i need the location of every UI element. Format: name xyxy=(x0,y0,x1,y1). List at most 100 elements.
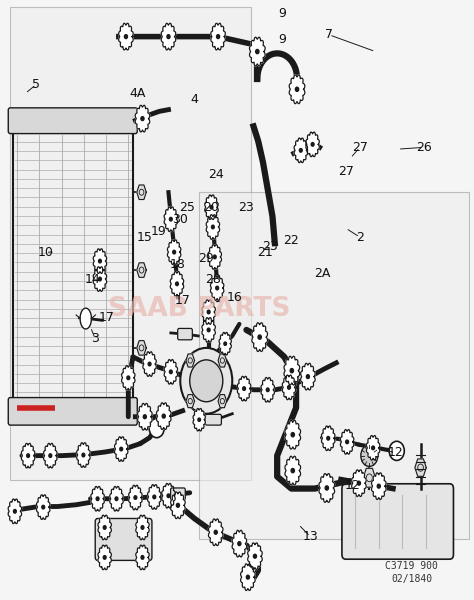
Polygon shape xyxy=(186,395,194,407)
Circle shape xyxy=(169,370,172,374)
Circle shape xyxy=(216,286,219,290)
Polygon shape xyxy=(205,195,218,220)
Circle shape xyxy=(346,440,348,443)
Circle shape xyxy=(148,362,151,366)
Circle shape xyxy=(173,250,175,254)
Polygon shape xyxy=(162,484,175,508)
Circle shape xyxy=(149,419,164,437)
Circle shape xyxy=(254,554,256,558)
Circle shape xyxy=(207,310,210,314)
Polygon shape xyxy=(218,354,227,367)
Circle shape xyxy=(42,505,45,509)
Polygon shape xyxy=(202,299,215,325)
Circle shape xyxy=(290,368,293,373)
Polygon shape xyxy=(36,495,50,520)
Polygon shape xyxy=(219,332,231,355)
Polygon shape xyxy=(77,443,90,467)
Text: 17: 17 xyxy=(175,293,191,307)
Polygon shape xyxy=(352,470,366,497)
Polygon shape xyxy=(211,23,225,50)
Polygon shape xyxy=(372,473,386,500)
Text: 23: 23 xyxy=(238,201,255,214)
Polygon shape xyxy=(209,519,223,545)
Circle shape xyxy=(175,282,178,286)
Polygon shape xyxy=(143,352,156,376)
Polygon shape xyxy=(44,443,57,468)
Text: 12: 12 xyxy=(387,446,403,459)
Circle shape xyxy=(255,49,259,53)
Polygon shape xyxy=(261,377,274,402)
Polygon shape xyxy=(283,375,296,400)
Circle shape xyxy=(224,342,227,346)
Text: 2A: 2A xyxy=(314,266,330,280)
Polygon shape xyxy=(156,403,171,430)
FancyBboxPatch shape xyxy=(205,415,221,425)
FancyBboxPatch shape xyxy=(8,108,137,134)
Text: 25: 25 xyxy=(180,201,195,214)
Polygon shape xyxy=(98,515,111,540)
Text: 26: 26 xyxy=(416,141,431,154)
Polygon shape xyxy=(218,395,227,407)
Polygon shape xyxy=(98,545,111,570)
Circle shape xyxy=(99,259,101,263)
Circle shape xyxy=(27,454,29,457)
Text: 14: 14 xyxy=(85,272,101,286)
Polygon shape xyxy=(294,138,308,163)
Circle shape xyxy=(169,217,172,221)
Circle shape xyxy=(258,335,261,339)
Circle shape xyxy=(103,526,106,529)
Polygon shape xyxy=(210,275,224,301)
Text: 22: 22 xyxy=(283,233,299,247)
Circle shape xyxy=(300,149,302,152)
Polygon shape xyxy=(80,308,91,329)
Circle shape xyxy=(295,87,299,91)
Circle shape xyxy=(246,575,249,579)
Polygon shape xyxy=(363,469,375,487)
FancyBboxPatch shape xyxy=(178,328,192,340)
Polygon shape xyxy=(170,272,184,296)
Polygon shape xyxy=(93,267,107,292)
Polygon shape xyxy=(202,317,215,342)
Text: SAAB PARTS: SAAB PARTS xyxy=(108,296,291,322)
Circle shape xyxy=(13,509,16,513)
Text: 16: 16 xyxy=(227,290,243,304)
Circle shape xyxy=(127,376,130,380)
Text: 17: 17 xyxy=(99,311,115,325)
Circle shape xyxy=(389,441,404,460)
Circle shape xyxy=(141,556,144,559)
Polygon shape xyxy=(366,436,380,460)
Circle shape xyxy=(198,418,201,421)
Polygon shape xyxy=(289,75,305,104)
Polygon shape xyxy=(115,437,128,461)
Circle shape xyxy=(217,35,219,38)
Polygon shape xyxy=(171,492,185,518)
Polygon shape xyxy=(167,240,181,265)
Polygon shape xyxy=(118,23,133,50)
Text: 9: 9 xyxy=(278,7,286,20)
Circle shape xyxy=(372,446,374,449)
Polygon shape xyxy=(8,499,22,524)
Polygon shape xyxy=(136,545,149,570)
Circle shape xyxy=(115,497,118,500)
Polygon shape xyxy=(415,459,426,476)
Polygon shape xyxy=(128,485,142,510)
Polygon shape xyxy=(237,376,251,401)
Text: 19: 19 xyxy=(151,224,167,238)
Circle shape xyxy=(291,469,294,473)
Polygon shape xyxy=(135,105,150,132)
Polygon shape xyxy=(186,354,194,367)
Circle shape xyxy=(99,277,101,281)
Polygon shape xyxy=(110,487,123,511)
Polygon shape xyxy=(285,456,301,485)
FancyBboxPatch shape xyxy=(342,484,454,559)
Text: 13: 13 xyxy=(302,530,318,543)
Text: 18: 18 xyxy=(170,257,186,271)
Circle shape xyxy=(167,494,170,497)
Circle shape xyxy=(291,433,294,437)
Circle shape xyxy=(377,484,380,488)
Polygon shape xyxy=(122,365,135,390)
Text: 24: 24 xyxy=(208,168,224,181)
Text: 29: 29 xyxy=(199,251,214,265)
Polygon shape xyxy=(241,564,255,590)
Polygon shape xyxy=(206,215,219,239)
